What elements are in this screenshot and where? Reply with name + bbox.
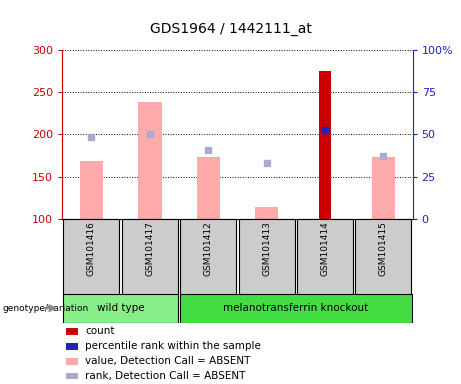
Text: GSM101416: GSM101416 <box>87 221 96 276</box>
Bar <box>239 219 295 294</box>
Bar <box>122 219 178 294</box>
Text: rank, Detection Call = ABSENT: rank, Detection Call = ABSENT <box>85 371 245 381</box>
Text: genotype/variation: genotype/variation <box>2 304 89 313</box>
Bar <box>63 294 178 323</box>
Text: GSM101413: GSM101413 <box>262 221 271 276</box>
Bar <box>196 157 220 219</box>
Bar <box>64 219 119 294</box>
Bar <box>66 373 78 379</box>
Bar <box>355 219 411 294</box>
Text: GSM101414: GSM101414 <box>320 221 330 276</box>
Bar <box>138 102 161 219</box>
Text: GDS1964 / 1442111_at: GDS1964 / 1442111_at <box>149 23 312 36</box>
Bar <box>297 219 353 294</box>
Bar <box>66 358 78 364</box>
Text: GSM101415: GSM101415 <box>379 221 388 276</box>
Text: value, Detection Call = ABSENT: value, Detection Call = ABSENT <box>85 356 250 366</box>
Text: count: count <box>85 326 114 336</box>
Bar <box>180 219 236 294</box>
Bar <box>80 161 103 219</box>
Bar <box>372 157 395 219</box>
Text: GSM101412: GSM101412 <box>204 221 213 276</box>
Text: GSM101417: GSM101417 <box>145 221 154 276</box>
Text: percentile rank within the sample: percentile rank within the sample <box>85 341 261 351</box>
Bar <box>66 328 78 335</box>
Text: wild type: wild type <box>97 303 144 313</box>
Bar <box>66 343 78 350</box>
Bar <box>255 207 278 219</box>
Text: melanotransferrin knockout: melanotransferrin knockout <box>223 303 368 313</box>
Bar <box>180 294 412 323</box>
Bar <box>319 71 331 219</box>
